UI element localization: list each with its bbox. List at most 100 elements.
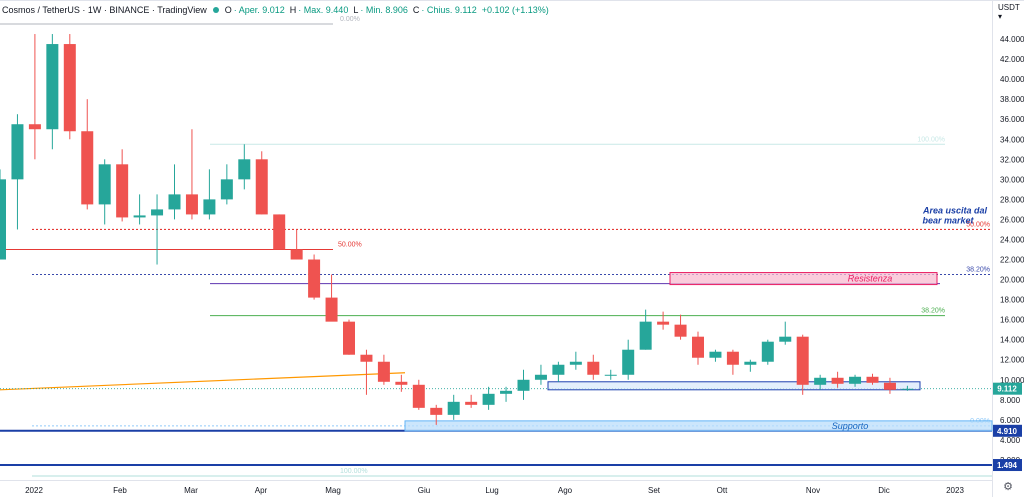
candle-body bbox=[81, 131, 94, 205]
y-tick-label: 28.000 bbox=[1000, 195, 1024, 204]
x-tick-label: Feb bbox=[113, 486, 127, 495]
zone-rect bbox=[547, 381, 921, 391]
x-tick-label: Ago bbox=[558, 486, 573, 495]
candle-body bbox=[779, 336, 792, 342]
open-value: · Aper. 9.012 bbox=[233, 5, 285, 15]
candle-body bbox=[726, 351, 739, 365]
candle-body bbox=[290, 249, 303, 260]
candle-body bbox=[814, 377, 827, 385]
candle-body bbox=[709, 351, 722, 358]
y-tick-label: 4.000 bbox=[1000, 436, 1021, 445]
chart-header: Cosmos / TetherUS · 1W · BINANCE · Tradi… bbox=[0, 0, 990, 20]
x-tick-label: Lug bbox=[485, 486, 498, 495]
candle-body bbox=[604, 374, 617, 376]
candle-body bbox=[866, 376, 879, 383]
y-tick-label: 44.000 bbox=[1000, 35, 1024, 44]
candle-body bbox=[744, 361, 757, 365]
candle-body bbox=[168, 194, 181, 210]
candle-body bbox=[98, 164, 111, 205]
candle-body bbox=[116, 164, 129, 218]
y-tick-label: 34.000 bbox=[1000, 135, 1024, 144]
y-tick-label: 18.000 bbox=[1000, 296, 1024, 305]
y-tick-label: 6.000 bbox=[1000, 416, 1021, 425]
candle-body bbox=[500, 390, 513, 394]
y-tick-label: 26.000 bbox=[1000, 215, 1024, 224]
x-tick-label: Apr bbox=[255, 486, 268, 495]
low-label: L bbox=[353, 5, 359, 15]
time-axis: 2022 Feb Mar Apr Mag Giu Lug Ago Set Ott Nov Dic 202… bbox=[25, 486, 964, 495]
candle-body bbox=[534, 374, 547, 380]
currency-selector[interactable]: USDT ▾ bbox=[998, 3, 1020, 21]
x-tick-label: 2022 bbox=[25, 486, 43, 495]
candle-body bbox=[639, 321, 652, 350]
price-tag-label: 1.494 bbox=[997, 461, 1018, 470]
candle-body bbox=[11, 124, 24, 180]
price-tag-label: 4.910 bbox=[997, 427, 1018, 436]
candle-body bbox=[849, 376, 862, 384]
candle-body bbox=[831, 377, 844, 384]
candle-body bbox=[430, 407, 443, 415]
candle-body bbox=[238, 159, 251, 180]
candles bbox=[0, 34, 914, 425]
candle-body bbox=[220, 179, 233, 200]
candle-body bbox=[883, 382, 896, 390]
low-value: · Min. 8.906 bbox=[360, 5, 408, 15]
market-status-dot bbox=[212, 7, 219, 13]
candle-body bbox=[377, 361, 390, 382]
close-value: · Chius. 9.112 bbox=[421, 5, 477, 15]
candle-body bbox=[203, 199, 216, 215]
annotations: Area uscita dal bear market bbox=[922, 205, 988, 225]
candle-body bbox=[395, 381, 408, 385]
candle-body bbox=[412, 384, 425, 408]
drawing-lines: 0.00%100.00%50.00%50.00%38.20%38.20%0.00… bbox=[0, 16, 992, 477]
candle-body bbox=[674, 324, 687, 337]
candle-body bbox=[552, 364, 565, 375]
x-tick-label: 2023 bbox=[946, 486, 964, 495]
y-tick-label: 30.000 bbox=[1000, 175, 1024, 184]
candle-body bbox=[185, 194, 198, 215]
candle-body bbox=[308, 259, 321, 298]
y-tick-label: 40.000 bbox=[1000, 75, 1024, 84]
high-value: · Max. 9.440 bbox=[298, 5, 349, 15]
price-tag bbox=[993, 424, 1022, 437]
y-tick-label: 16.000 bbox=[1000, 316, 1024, 325]
zone-rect bbox=[669, 272, 938, 286]
drawing-zones: Resistenza Supporto bbox=[404, 272, 993, 432]
y-tick-label: 14.000 bbox=[1000, 336, 1024, 345]
y-tick-label: 20.000 bbox=[1000, 276, 1024, 285]
candle-body bbox=[447, 401, 460, 415]
candle-body bbox=[569, 361, 582, 365]
close-label: C bbox=[412, 5, 420, 15]
candle-body bbox=[587, 361, 600, 375]
level-label: 100.00% bbox=[340, 468, 368, 475]
level-label: 0.00% bbox=[340, 16, 360, 23]
y-tick-label: 22.000 bbox=[1000, 256, 1024, 265]
x-tick-label: Mar bbox=[184, 486, 198, 495]
symbol-title[interactable]: Cosmos / TetherUS · 1W · BINANCE · Tradi… bbox=[2, 5, 207, 15]
candle-body bbox=[133, 215, 146, 218]
candle-body bbox=[360, 354, 373, 362]
candle-body bbox=[482, 393, 495, 405]
change-value: +0.102 (+1.13%) bbox=[481, 5, 549, 15]
open-label: O bbox=[224, 5, 232, 15]
y-tick-label: 12.000 bbox=[1000, 356, 1024, 365]
x-tick-label: Ott bbox=[717, 486, 728, 495]
candle-body bbox=[325, 297, 338, 322]
level-label: 50.00% bbox=[338, 241, 362, 248]
candle-body bbox=[657, 321, 670, 325]
zone-label: Resistenza bbox=[848, 274, 893, 284]
x-tick-label: Nov bbox=[806, 486, 820, 495]
candle-body bbox=[151, 209, 164, 216]
candle-body bbox=[46, 44, 59, 130]
candle-body bbox=[255, 159, 268, 215]
zone-label: Supporto bbox=[832, 421, 869, 431]
high-label: H bbox=[289, 5, 297, 15]
x-tick-label: Giu bbox=[418, 486, 430, 495]
candle-body bbox=[28, 124, 41, 130]
y-tick-label: 42.000 bbox=[1000, 55, 1024, 64]
price-tag bbox=[993, 382, 1022, 395]
gear-icon[interactable]: ⚙ bbox=[1003, 481, 1013, 493]
y-tick-label: 8.000 bbox=[1000, 396, 1021, 405]
